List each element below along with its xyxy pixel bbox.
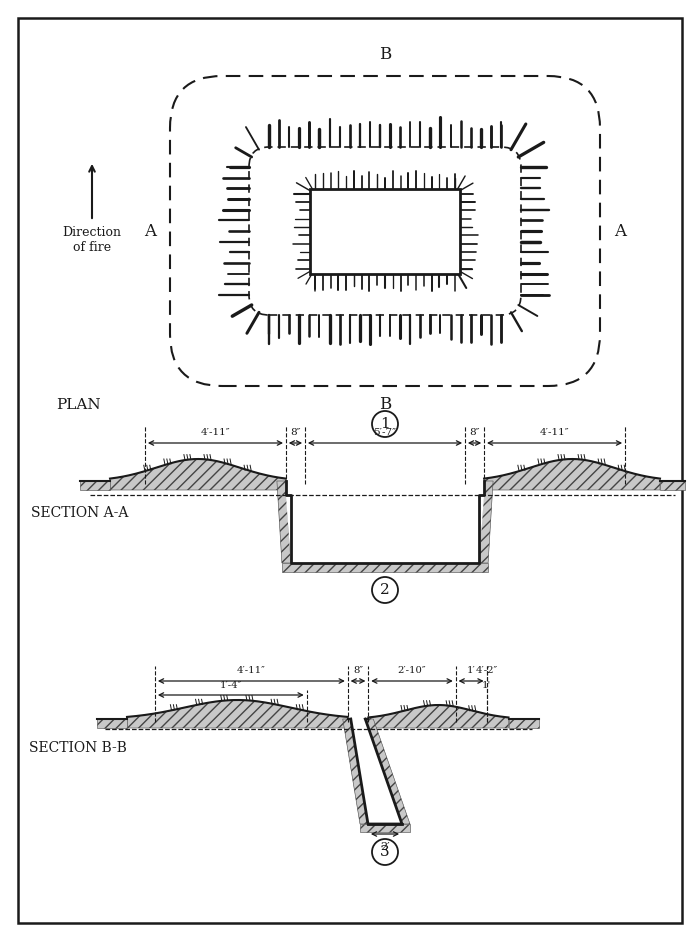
Text: PLAN: PLAN — [56, 398, 100, 412]
Text: A: A — [614, 222, 626, 240]
Text: 4′-11″: 4′-11″ — [201, 428, 230, 437]
Text: 1': 1' — [482, 681, 491, 690]
Bar — [310, 188, 460, 274]
Text: 4′-11″: 4′-11″ — [540, 428, 569, 437]
Polygon shape — [365, 719, 410, 824]
Text: 8″: 8″ — [353, 666, 363, 675]
Text: Direction
of fire: Direction of fire — [62, 226, 122, 254]
Text: 1′-2″: 1′-2″ — [327, 484, 350, 492]
Polygon shape — [286, 481, 484, 495]
Text: 4′-11″: 4′-11″ — [237, 666, 266, 675]
Text: B: B — [379, 396, 391, 413]
Polygon shape — [343, 719, 368, 824]
Text: 3: 3 — [380, 845, 390, 859]
Text: 4′-2″: 4′-2″ — [475, 666, 498, 675]
FancyBboxPatch shape — [170, 76, 600, 386]
Text: SECTION B-B: SECTION B-B — [29, 741, 127, 755]
FancyBboxPatch shape — [249, 147, 521, 315]
Text: 2′: 2′ — [380, 842, 390, 852]
Text: 2: 2 — [380, 583, 390, 597]
Text: SECTION A-A: SECTION A-A — [32, 506, 129, 520]
Polygon shape — [360, 824, 410, 832]
Text: 1′-4″: 1′-4″ — [220, 681, 242, 690]
Polygon shape — [282, 563, 488, 572]
Text: A: A — [144, 222, 156, 240]
Text: 5′-7″: 5′-7″ — [374, 428, 396, 437]
Text: B: B — [379, 46, 391, 63]
Polygon shape — [479, 481, 493, 563]
Text: 1′: 1′ — [467, 666, 475, 675]
Polygon shape — [351, 719, 402, 824]
Text: 8″: 8″ — [469, 428, 480, 437]
Text: 1: 1 — [380, 417, 390, 431]
Text: 8″: 8″ — [290, 428, 301, 437]
Text: 2′-10″: 2′-10″ — [398, 666, 426, 675]
Polygon shape — [277, 481, 291, 563]
Text: 4′-3″: 4′-3″ — [363, 524, 387, 534]
Polygon shape — [286, 495, 484, 563]
